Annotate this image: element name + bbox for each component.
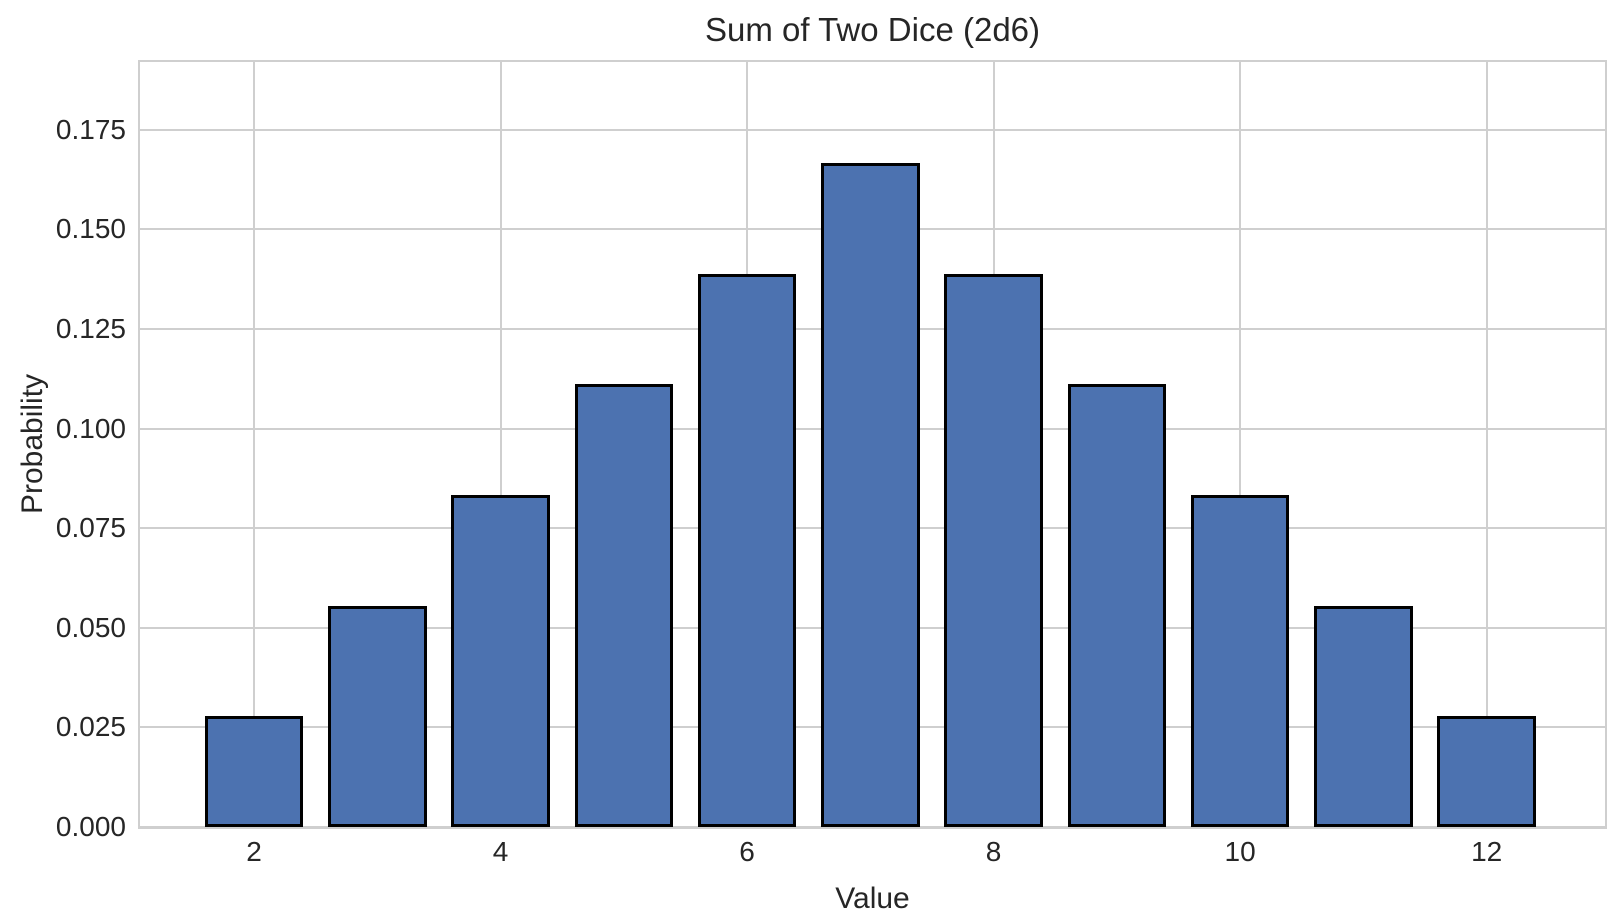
x-axis-label: Value — [835, 882, 910, 915]
x-tick-label: 4 — [492, 836, 509, 867]
bar-value-12 — [1437, 716, 1536, 827]
y-tick-label: 0.075 — [55, 512, 126, 544]
bar-value-6 — [697, 273, 797, 827]
bar-value-5 — [574, 384, 674, 827]
bar-value-10 — [1190, 494, 1290, 827]
gridline-x-4 — [499, 62, 502, 827]
x-tick-label: 10 — [1224, 836, 1256, 867]
y-axis-label: Probability — [16, 373, 49, 515]
gridline-y-0.175 — [140, 128, 1605, 131]
plot-area — [138, 60, 1607, 829]
bar-value-7 — [821, 162, 920, 827]
bar-value-9 — [1067, 384, 1167, 827]
y-tick-label: 0.175 — [55, 113, 126, 145]
y-tick-label: 0.150 — [55, 213, 126, 245]
x-tick-label: 8 — [985, 836, 1002, 867]
bar-value-8 — [944, 273, 1043, 827]
y-tick-label: 0.000 — [55, 811, 126, 842]
gridline-x-10 — [1239, 62, 1242, 827]
y-tick-label: 0.050 — [55, 611, 126, 643]
x-tick-label: 6 — [739, 836, 755, 867]
y-tick-label: 0.100 — [55, 412, 126, 444]
bars-layer — [140, 62, 1605, 827]
y-tick-label: 0.025 — [55, 711, 126, 743]
gridline-y-0 — [140, 826, 1605, 828]
gridline-x-2 — [253, 62, 256, 827]
bar-value-11 — [1314, 605, 1413, 827]
chart-title: Sum of Two Dice (2d6) — [704, 11, 1041, 48]
bar-value-4 — [451, 494, 550, 827]
gridline-x-12 — [1485, 62, 1488, 827]
x-tick-label: 12 — [1471, 836, 1503, 867]
x-tick-label: 2 — [246, 836, 262, 867]
y-tick-label: 0.125 — [55, 312, 126, 344]
bar-value-3 — [327, 605, 427, 827]
bar-value-2 — [204, 716, 304, 827]
